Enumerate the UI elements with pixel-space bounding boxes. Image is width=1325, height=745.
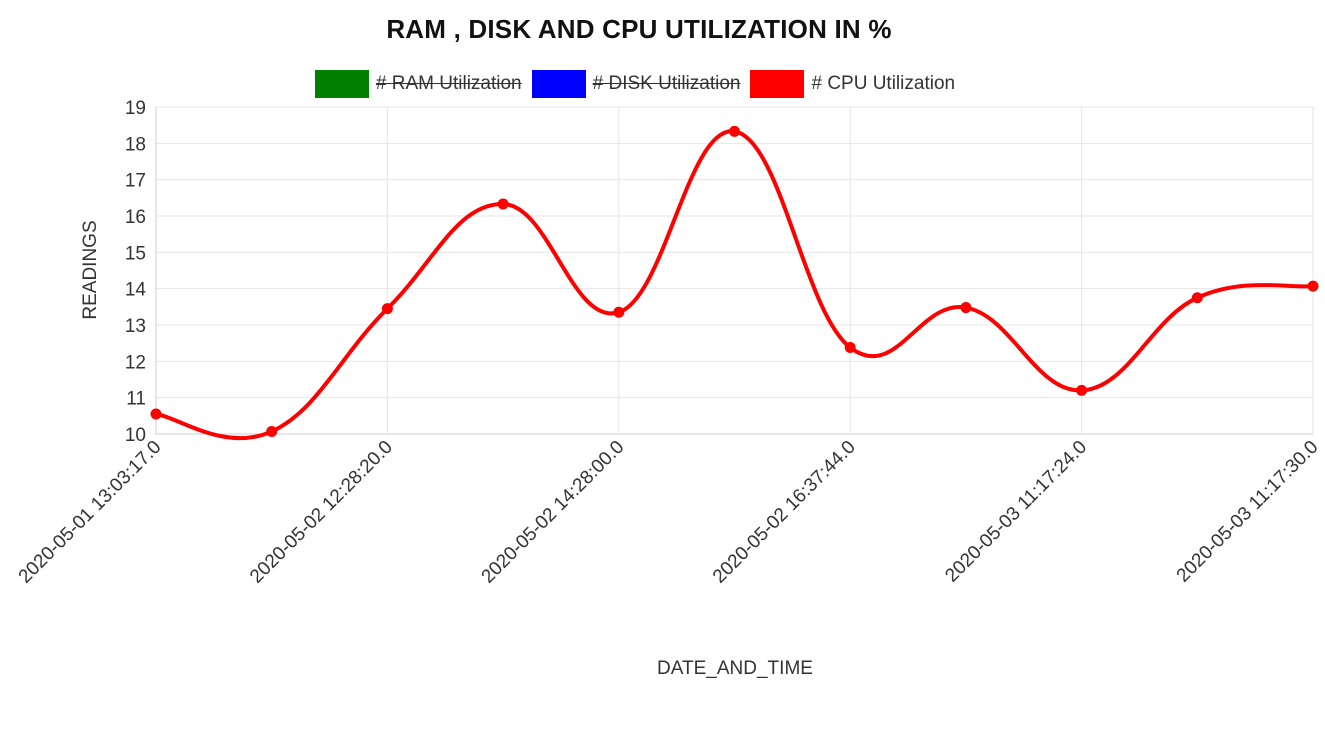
data-point[interactable]: [613, 306, 625, 318]
x-axis-title: DATE_AND_TIME: [657, 658, 813, 679]
legend-item-ram[interactable]: # RAM Utilization: [314, 70, 522, 98]
x-tick-label: 2020-05-03 11:17:30.0: [1173, 437, 1323, 587]
data-point[interactable]: [266, 425, 278, 437]
series-line-cpu: [155, 129, 1314, 441]
legend-label-ram: # RAM Utilization: [375, 73, 522, 94]
data-point[interactable]: [960, 302, 972, 314]
data-point[interactable]: [1076, 384, 1088, 396]
legend-swatch-cpu: [750, 70, 805, 98]
data-point[interactable]: [381, 303, 393, 315]
y-tick-label: 10: [125, 425, 146, 446]
legend-item-disk[interactable]: # DISK Utilization: [531, 70, 741, 98]
grid-lines: [155, 106, 1314, 435]
data-point[interactable]: [497, 198, 509, 210]
legend-swatch-ram: [314, 70, 369, 98]
series-cpu: [150, 125, 1319, 441]
y-tick-label: 13: [125, 316, 146, 337]
legend-item-cpu[interactable]: # CPU Utilization: [750, 70, 955, 98]
x-tick-label: 2020-05-02 12:28:20.0: [246, 437, 397, 588]
y-axis-ticks: 10 11 12 13 14 15 16 17 18 19: [125, 98, 147, 446]
y-tick-label: 16: [125, 207, 146, 228]
y-tick-label: 12: [125, 352, 146, 373]
y-axis-title: READINGS: [80, 220, 101, 319]
y-tick-label: 17: [125, 171, 146, 192]
y-tick-label: 11: [126, 389, 146, 410]
data-point[interactable]: [150, 408, 162, 420]
y-tick-label: 14: [125, 280, 147, 301]
x-axis-ticks: 2020-05-01 13:03:17.0 2020-05-02 12:28:20…: [15, 437, 1323, 588]
x-tick-label: 2020-05-03 11:17:24.0: [941, 437, 1091, 587]
y-tick-label: 15: [125, 243, 146, 264]
data-point[interactable]: [844, 342, 856, 354]
y-tick-label: 18: [125, 134, 146, 155]
data-point[interactable]: [1191, 292, 1203, 304]
legend-swatch-disk: [531, 70, 586, 98]
data-point[interactable]: [1307, 280, 1319, 292]
legend: # RAM Utilization # DISK Utilization # C…: [0, 70, 1270, 98]
legend-label-cpu: # CPU Utilization: [811, 73, 956, 94]
x-tick-label: 2020-05-01 13:03:17.0: [15, 437, 166, 588]
chart-title: RAM , DISK AND CPU UTILIZATION IN %: [386, 14, 892, 44]
x-tick-label: 2020-05-02 16:37:44.0: [709, 437, 860, 588]
legend-label-disk: # DISK Utilization: [592, 73, 741, 94]
data-point[interactable]: [729, 125, 740, 137]
x-tick-label: 2020-05-02 14:28:00.0: [478, 437, 629, 588]
y-tick-label: 19: [125, 98, 146, 119]
